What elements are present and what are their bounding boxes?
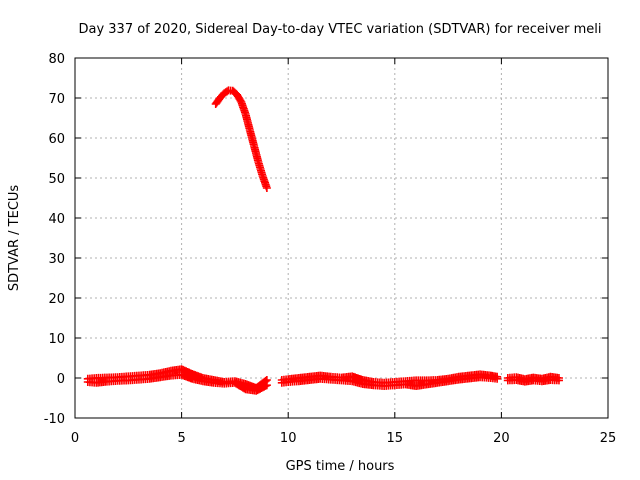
y-axis-label: SDTVAR / TECUs	[7, 185, 22, 292]
y-tick-label: 20	[48, 292, 65, 307]
y-tick-label: 10	[48, 332, 65, 347]
y-tick-label: 80	[48, 52, 65, 67]
x-tick-label: 20	[493, 431, 510, 446]
data-point	[554, 376, 563, 385]
plot-frame	[74, 57, 609, 419]
y-tick-label: 50	[48, 172, 65, 187]
x-tick-label: 5	[177, 431, 185, 446]
x-tick-label: 0	[71, 431, 79, 446]
series-baseline-f	[503, 376, 563, 386]
series-baseline-b	[83, 370, 271, 395]
x-tick-label: 15	[387, 431, 404, 446]
data-point	[493, 374, 502, 383]
y-tick-label: 40	[48, 212, 65, 227]
y-tick-label: 30	[48, 252, 65, 267]
x-tick-label: 25	[600, 431, 617, 446]
chart-title: Day 337 of 2020, Sidereal Day-to-day VTE…	[78, 22, 601, 37]
data-point	[262, 184, 271, 192]
data-points	[83, 86, 563, 395]
series-high-arc	[211, 86, 271, 192]
x-tick-label: 10	[280, 431, 297, 446]
y-tick-label: 60	[48, 132, 65, 147]
x-axis-label: GPS time / hours	[286, 459, 395, 474]
series-baseline-d	[277, 373, 502, 390]
data-point	[262, 381, 271, 390]
y-tick-label: 0	[57, 372, 65, 387]
y-tick-label: 70	[48, 92, 65, 107]
axis-ticks: 0 5 10 15 20 25 -10 0 10 20 30 40 50 60 70 80	[44, 52, 617, 446]
y-tick-label: -10	[44, 412, 65, 427]
